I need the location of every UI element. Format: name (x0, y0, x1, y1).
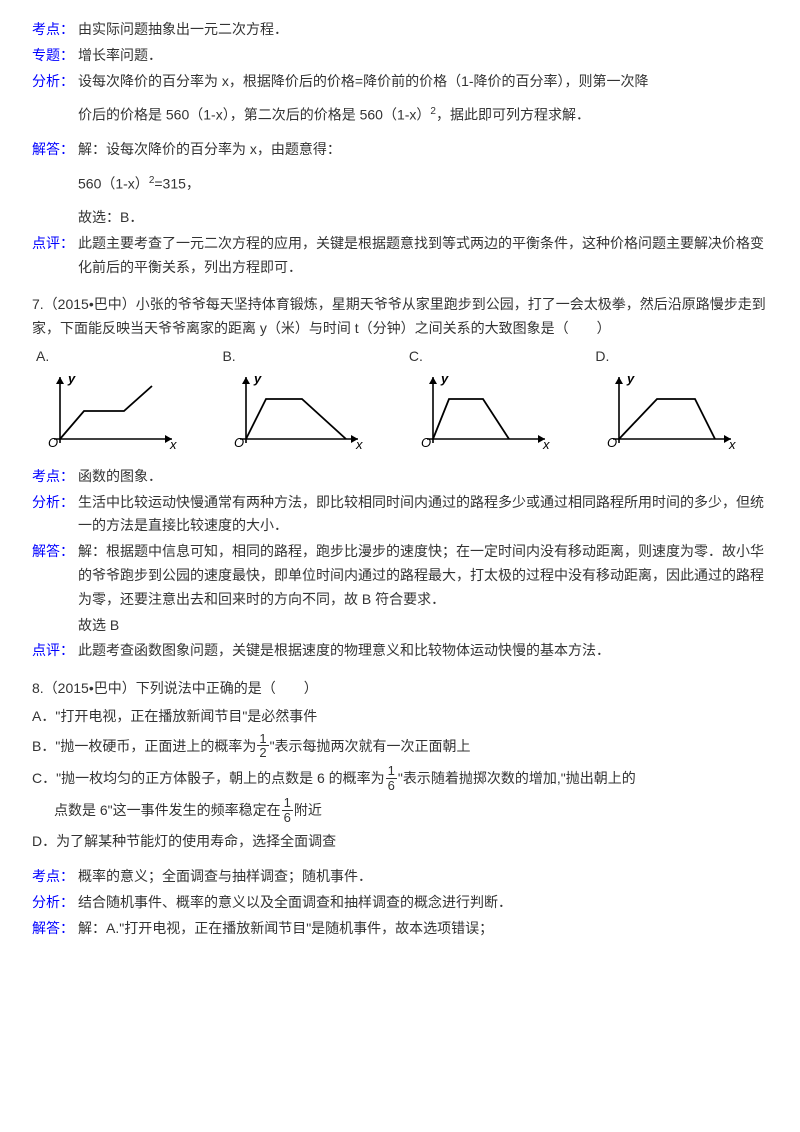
option-b: B． "抛一枚硬币，正面进上的概率为12"表示每抛两次就有一次正面朝上 (32, 733, 768, 761)
option-c-line2: 点数是 6"这一事件发生的频率稳定在16附近 (32, 797, 768, 825)
q8-fenxi-text: 结合随机事件、概率的意义以及全面调查和抽样调查的概念进行判断． (78, 891, 768, 915)
choice-b: B. O x y (218, 345, 395, 449)
q7-choices: A. O x y B. O x y (32, 345, 768, 449)
q7-stem: 7.（2015•巴中）小张的爷爷每天坚持体育锻炼，星期天爷爷从家里跑步到公园，打… (32, 293, 768, 341)
fenxi-text-1: 设每次降价的百分率为 x，根据降价后的价格=降价前的价格（1-降价的百分率），则… (78, 70, 768, 94)
graph-d: O x y (591, 371, 741, 449)
q8-jieda-label: 解答： (32, 917, 78, 941)
svg-text:O: O (234, 435, 244, 449)
svg-text:y: y (67, 371, 76, 386)
graph-b: O x y (218, 371, 368, 449)
option-c: C． "抛一枚均匀的正方体骰子，朝上的点数是 6 的概率为16"表示随着抛掷次数… (32, 765, 768, 793)
option-d: D． 为了解某种节能灯的使用寿命，选择全面调查 (32, 830, 768, 854)
svg-text:x: x (355, 437, 363, 449)
graph-a: O x y (32, 371, 182, 449)
q7-dianping-label: 点评： (32, 639, 78, 663)
q8-stem: 8.（2015•巴中）下列说法中正确的是（ ） (32, 677, 768, 701)
q8-jieda-text: 解：A."打开电视，正在播放新闻节目"是随机事件，故本选项错误； (78, 917, 768, 941)
zhuanti-text: 增长率问题． (78, 44, 768, 68)
svg-text:O: O (421, 435, 431, 449)
q7-fenxi-text: 生活中比较运动快慢通常有两种方法，即比较相同时间内通过的路程多少或通过相同路程所… (78, 491, 768, 539)
kaodian-text: 由实际问题抽象出一元二次方程． (78, 18, 768, 42)
jieda-line1: 解：设每次降价的百分率为 x，由题意得： (78, 138, 768, 162)
svg-text:O: O (48, 435, 58, 449)
q8-kaodian-text: 概率的意义；全面调查与抽样调查；随机事件． (78, 865, 768, 889)
option-a: A． "打开电视，正在播放新闻节目"是必然事件 (32, 705, 768, 729)
kaodian-label: 考点： (32, 18, 78, 42)
q7-jieda-label: 解答： (32, 540, 78, 564)
svg-text:x: x (542, 437, 550, 449)
choice-a: A. O x y (32, 345, 209, 449)
q7-kaodian-label: 考点： (32, 465, 78, 489)
choice-d: D. O x y (591, 345, 768, 449)
svg-text:y: y (626, 371, 635, 386)
svg-text:O: O (607, 435, 617, 449)
dianping-label: 点评： (32, 232, 78, 256)
jieda-line3: 故选：B． (78, 206, 768, 230)
zhuanti-label: 专题： (32, 44, 78, 68)
fenxi-label: 分析： (32, 70, 78, 94)
fraction-icon: 16 (282, 796, 293, 824)
svg-text:y: y (440, 371, 449, 386)
q7-dianping-text: 此题考查函数图象问题，关键是根据速度的物理意义和比较物体运动快慢的基本方法． (78, 639, 768, 663)
q7-fenxi-label: 分析： (32, 491, 78, 515)
svg-text:x: x (169, 437, 177, 449)
q7-kaodian-text: 函数的图象． (78, 465, 768, 489)
choice-c: C. O x y (405, 345, 582, 449)
graph-c: O x y (405, 371, 555, 449)
fraction-icon: 12 (257, 732, 268, 760)
svg-text:x: x (728, 437, 736, 449)
q7-jieda-text2: 故选 B (78, 614, 768, 638)
q8-fenxi-label: 分析： (32, 891, 78, 915)
q7-jieda-text: 解：根据题中信息可知，相同的路程，跑步比漫步的速度快；在一定时间内没有移动距离，… (78, 540, 768, 611)
jieda-label: 解答： (32, 138, 78, 162)
q8-kaodian-label: 考点： (32, 865, 78, 889)
dianping-text: 此题主要考查了一元二次方程的应用，关键是根据题意找到等式两边的平衡条件，这种价格… (78, 232, 768, 280)
fraction-icon: 16 (386, 764, 397, 792)
fenxi-text-2: 价后的价格是 560（1-x），第二次后的价格是 560（1-x）2，据此即可列… (78, 103, 768, 127)
jieda-line2: 560（1-x）2=315， (78, 172, 768, 196)
svg-text:y: y (253, 371, 262, 386)
